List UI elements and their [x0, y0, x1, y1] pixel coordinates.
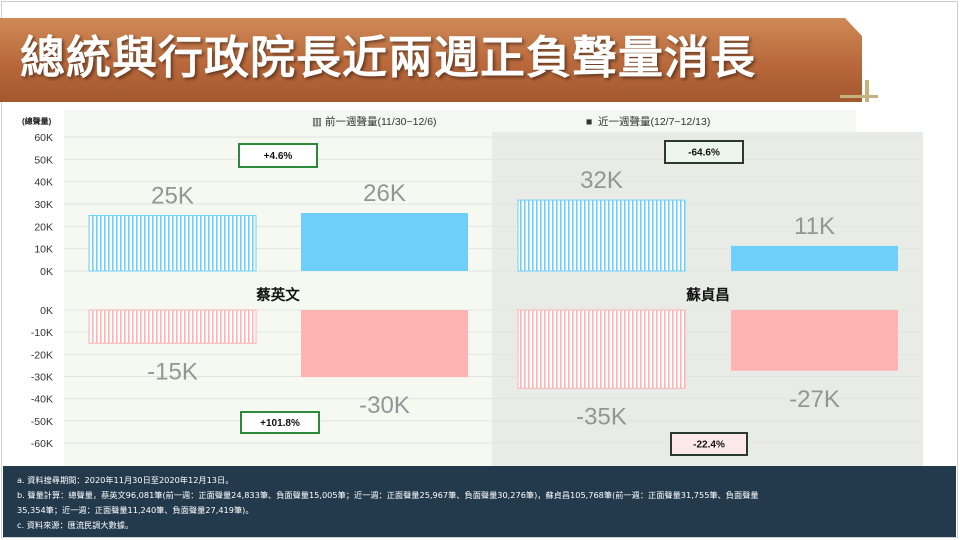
footer-note-b-cont: 35,354筆；近一週：正面聲量11,240筆、負面聲量27,419筆)。 [17, 505, 254, 515]
change-label-positive: +4.6% [264, 151, 293, 162]
title-decoration-horizontal [840, 95, 878, 98]
data-label-positive: 25K [151, 183, 194, 210]
change-box-positive [238, 143, 318, 168]
change-box-negative [240, 411, 320, 434]
legend-marker-recent: ■ [586, 116, 592, 128]
title-decoration-vertical [865, 80, 869, 102]
chart-svg: (總聲量) 60K 50K 40K 30K 20K 10K 0K 0K -10K -20K -30K -… [22, 110, 923, 466]
data-label-negative: -15K [147, 358, 198, 385]
data-label-positive: 32K [580, 167, 623, 194]
footer-notes: a. 資料搜尋期間：2020年11月30日至2020年12月13日。 b. 聲量… [3, 466, 956, 537]
y-axis-title: (總聲量) [22, 116, 52, 126]
y-tick-label: 40K [34, 177, 53, 189]
bar-negative-prev [517, 309, 686, 389]
y-tick-label: -40K [31, 394, 53, 406]
y-tick-label: 50K [34, 154, 53, 166]
y-tick-label: 0K [40, 305, 53, 317]
change-label-positive: -64.6% [688, 148, 720, 159]
y-tick-label: 10K [34, 244, 53, 256]
chart-area: (總聲量) 60K 50K 40K 30K 20K 10K 0K 0K -10K -20K -30K -… [0, 108, 960, 466]
y-tick-label: -20K [31, 349, 53, 361]
data-label-negative: -30K [359, 392, 410, 419]
data-label-positive: 11K [794, 213, 835, 240]
category-label: 蘇貞昌 [685, 286, 730, 304]
footer-note-b: b. 聲量計算：總聲量，蔡英文96,081筆(前一週：正面聲量24,833筆、負… [17, 490, 759, 500]
change-label-negative: +101.8% [260, 418, 300, 429]
right-panel-bg [492, 132, 923, 466]
y-tick-label: -30K [31, 372, 53, 384]
bar-negative-recent [301, 310, 468, 378]
y-tick-label: 30K [34, 199, 53, 211]
data-label-negative: -35K [576, 403, 627, 430]
bar-negative-prev [88, 309, 257, 344]
title-banner [0, 18, 862, 102]
legend-label-prev: 前一週聲量(11/30~12/6) [325, 115, 437, 128]
bar-negative-recent [731, 310, 898, 371]
legend-marker-prev: ▥ [312, 116, 322, 128]
footer-note-c: c. 資料來源：匯流民調大數據。 [17, 520, 134, 530]
y-tick-label: 60K [34, 132, 53, 144]
data-label-negative: -27K [789, 386, 840, 413]
bar-positive-recent [301, 213, 468, 271]
page-title: 總統與行政院長近兩週正負聲量消長 [20, 31, 757, 84]
change-label-negative: -22.4% [693, 440, 725, 451]
change-box-positive [664, 140, 744, 164]
legend-bg [64, 110, 856, 132]
y-tick-label: -50K [31, 416, 53, 428]
footer-note-a: a. 資料搜尋期間：2020年11月30日至2020年12月13日。 [17, 475, 234, 485]
category-label: 蔡英文 [255, 286, 300, 304]
legend-label-recent: 近一週聲量(12/7~12/13) [598, 115, 710, 128]
y-tick-label: 0K [40, 266, 53, 278]
y-tick-label: -10K [31, 327, 53, 339]
y-tick-label: 20K [34, 221, 53, 233]
bar-positive-recent [731, 245, 898, 271]
bar-positive-prev [88, 215, 257, 272]
left-panel-bg [64, 110, 492, 466]
bar-positive-prev [517, 199, 686, 272]
y-tick-label: -60K [31, 438, 53, 450]
change-box-negative [670, 432, 748, 456]
data-label-positive: 26K [363, 180, 406, 207]
